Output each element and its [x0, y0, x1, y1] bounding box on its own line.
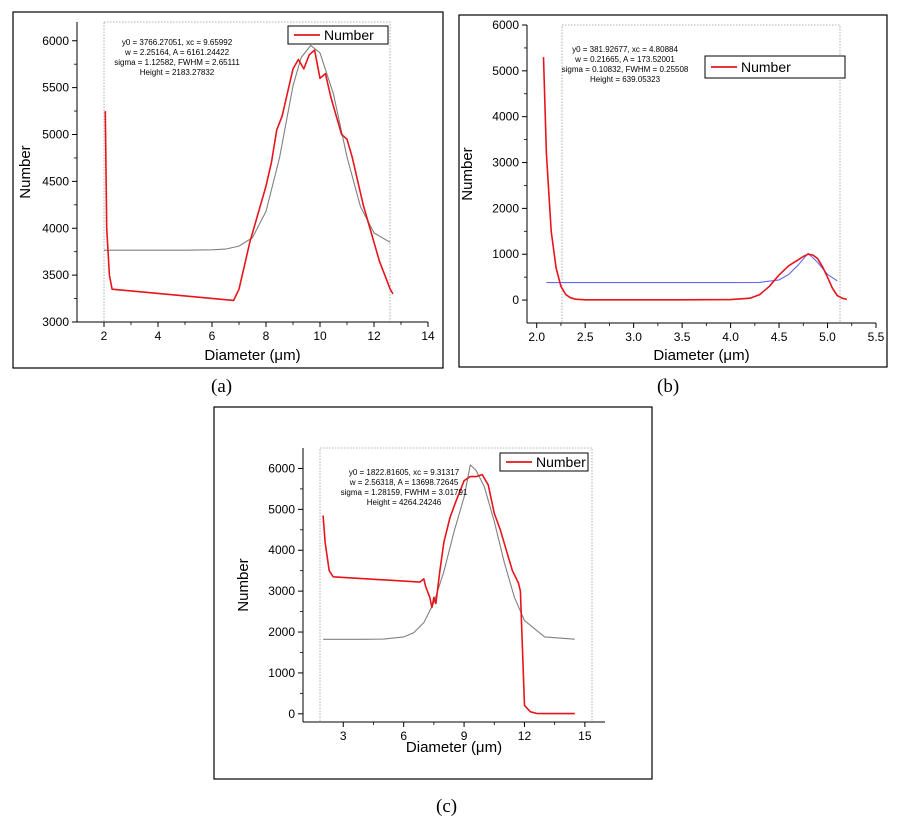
y-tick-label: 3000: [42, 315, 69, 329]
y-tick-label: 2000: [268, 625, 295, 639]
caption-a: (a): [211, 376, 232, 397]
y-tick-label: 5000: [42, 128, 69, 142]
panel-a-frame: [12, 11, 444, 369]
y-tick-label: 5000: [268, 502, 295, 516]
x-tick-label: 6: [400, 729, 407, 743]
fit-parameter-text: w = 2.56318, A = 13698.72645: [349, 478, 459, 487]
fit-parameter-text: w = 2.25164, A = 6161.24422: [124, 48, 230, 57]
fit-parameter-text: sigma = 1.28159, FWHM = 3.01791: [341, 488, 468, 497]
chart-panel-c: 3 6 9 12 15 0 1000 2000 3000 4000 5000 6000 Diameter…: [235, 447, 605, 756]
x-tick-label: 4.5: [771, 330, 788, 344]
y-tick-label: 3000: [492, 156, 519, 170]
y-tick-label: 4000: [492, 110, 519, 124]
fit-parameter-text: Height = 639.05323: [590, 75, 661, 84]
fit-parameter-text: y0 = 381.92677, xc = 4.80884: [572, 45, 678, 54]
x-tick-label: 10: [313, 329, 327, 343]
legend-label: Number: [324, 27, 374, 43]
y-tick-label: 0: [512, 293, 519, 307]
fit-parameter-text: y0 = 3766.27051, xc = 9.65992: [122, 38, 233, 47]
fit-parameter-text: sigma = 1.12582, FWHM = 2.65111: [114, 58, 240, 67]
x-tick-label: 14: [421, 329, 435, 343]
x-tick-label: 6: [209, 329, 216, 343]
series-line-gaussian-fit: [104, 44, 391, 251]
chart-panel-a: 2 4 6 8 10 12 14 3000 3500 4000 4500 5000 5500 6000 Di…: [17, 21, 435, 364]
legend-box: [499, 452, 589, 472]
y-tick-label: 3000: [268, 584, 295, 598]
fit-parameter-text: sigma = 0.10832, FWHM = 0.25508: [562, 65, 689, 74]
fit-parameter-text: Height = 2183.27832: [140, 68, 215, 77]
y-axis-label: Number: [235, 558, 252, 611]
y-axis-label: Number: [17, 145, 34, 198]
y-tick-label: 5500: [42, 81, 69, 95]
fit-parameter-text: Height = 4264.24246: [367, 498, 442, 507]
x-tick-label: 12: [367, 329, 381, 343]
x-tick-label: 2: [101, 329, 108, 343]
fit-parameter-text: w = 0.21665, A = 173.52001: [574, 55, 675, 64]
x-tick-label: 3.5: [674, 330, 691, 344]
y-tick-label: 1000: [268, 666, 295, 680]
x-axis-label: Diameter (μm): [653, 347, 749, 364]
x-tick-label: 3: [340, 729, 347, 743]
series-line-number: [322, 473, 575, 715]
x-tick-label: 5.0: [819, 330, 836, 344]
x-axis-label: Diameter (μm): [406, 739, 502, 756]
series-line-number: [542, 57, 848, 301]
series-line-gaussian-fit: [323, 464, 575, 640]
y-tick-label: 1000: [492, 247, 519, 261]
legend-label: Number: [741, 59, 791, 75]
series-line-gaussian-fit: [546, 252, 838, 284]
y-tick-label: 4000: [268, 543, 295, 557]
caption-b: (b): [657, 376, 679, 397]
y-tick-label: 6000: [268, 461, 295, 475]
y-tick-label: 6000: [492, 18, 519, 32]
y-tick-label: 3500: [42, 268, 69, 282]
y-tick-label: 4000: [42, 221, 69, 235]
x-tick-label: 15: [578, 729, 592, 743]
caption-c: (c): [436, 796, 457, 817]
x-tick-label: 5.5: [868, 330, 885, 344]
x-tick-label: 4.0: [722, 330, 739, 344]
legend-box: [704, 55, 846, 79]
y-tick-label: 4500: [42, 174, 69, 188]
x-tick-label: 2.5: [577, 330, 594, 344]
y-tick-label: 6000: [42, 34, 69, 48]
x-tick-label: 3.0: [625, 330, 642, 344]
legend-label: Number: [536, 454, 586, 470]
y-tick-label: 0: [288, 707, 295, 721]
x-tick-label: 2.0: [528, 330, 545, 344]
x-tick-label: 12: [518, 729, 532, 743]
y-axis-label: Number: [459, 147, 476, 200]
series-line-number: [104, 49, 394, 302]
x-tick-label: 4: [155, 329, 162, 343]
x-axis-label: Diameter (μm): [204, 347, 300, 364]
legend-box: [287, 25, 389, 45]
fit-parameter-text: y0 = 1822.81605, xc = 9.31317: [349, 468, 460, 477]
x-tick-label: 8: [263, 329, 270, 343]
y-tick-label: 5000: [492, 64, 519, 78]
x-tick-label: 9: [461, 729, 468, 743]
y-tick-label: 2000: [492, 201, 519, 215]
chart-panel-b: 2.0 2.5 3.0 3.5 4.0 4.5 5.0 5.5 0 1000 2000 3000 400…: [459, 18, 885, 364]
